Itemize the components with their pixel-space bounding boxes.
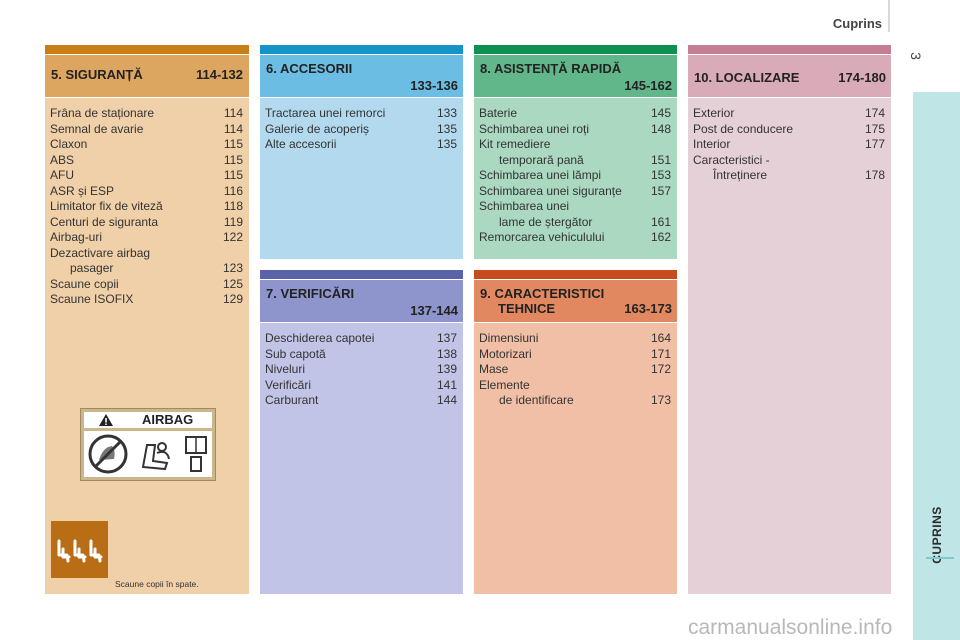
toc-item[interactable]: Exterior 174 bbox=[693, 106, 885, 120]
toc-item[interactable]: Scaune copii 125 bbox=[50, 276, 243, 291]
airbag-seat-icon bbox=[141, 442, 170, 471]
child-seats-icon bbox=[57, 539, 103, 563]
airbag-label-text: AIRBAG bbox=[142, 412, 194, 427]
section-10-localizare: 10. LOCALIZARE 174-180 Exterior 174 Post … bbox=[688, 45, 891, 594]
toc-item[interactable]: Remorcarea vehiculului 162 bbox=[479, 230, 671, 244]
toc-item[interactable]: Schimbarea unei bbox=[479, 199, 570, 213]
section-6-body: Tractarea unei remorci 133 Galerie de aco… bbox=[260, 98, 463, 259]
section-8-header[interactable]: 8. ASISTENȚĂ RAPIDĂ 145-162 bbox=[474, 55, 677, 97]
toc-item[interactable]: Întreținere 178 bbox=[713, 168, 885, 182]
section-5-body: Frâna de staționare 114 Semnal de avarie 1… bbox=[45, 98, 249, 594]
section-5-strip bbox=[45, 45, 249, 54]
section-9-body: Dimensiuni 164 Motorizari 171 Mase 172 Elem… bbox=[474, 323, 677, 594]
toc-item[interactable]: ABS 115 bbox=[50, 152, 243, 167]
section-7-list: Deschiderea capotei 137 Sub capotă 138 Niv… bbox=[265, 331, 457, 409]
side-tab-label: CUPRINS bbox=[929, 506, 944, 564]
section-6-accesorii: 6. ACCESORII 133-136 Tractarea unei remo… bbox=[260, 45, 463, 259]
section-9-strip bbox=[474, 270, 677, 279]
page-number: 3 bbox=[907, 52, 924, 60]
toc-item[interactable]: Frâna de staționare 114 bbox=[50, 106, 243, 120]
section-8-body: Baterie 145 Schimbarea unei roți 148 Kit r… bbox=[474, 98, 677, 259]
child-seats-caption: Scaune copii în spate. bbox=[115, 579, 199, 589]
toc-item[interactable]: Centuri de siguranta 119 bbox=[50, 214, 243, 229]
toc-item[interactable]: Dezactivare airbag bbox=[50, 245, 151, 260]
toc-item[interactable]: Interior 177 bbox=[693, 137, 885, 151]
section-8-title: 8. ASISTENȚĂ RAPIDĂ bbox=[480, 61, 622, 76]
section-9-caracteristici-tehnice: 9. CARACTERISTICI TEHNICE 163-173 Dimens… bbox=[474, 270, 677, 594]
section-5-siguranta: 5. SIGURANȚĂ 114-132 Frâna de staționare… bbox=[45, 45, 249, 594]
section-7-body: Deschiderea capotei 137 Sub capotă 138 Niv… bbox=[260, 323, 463, 594]
section-7-header[interactable]: 7. VERIFICĂRI 137-144 bbox=[260, 280, 463, 322]
toc-item[interactable]: de identificare 173 bbox=[499, 393, 671, 407]
section-7-strip bbox=[260, 270, 463, 279]
section-10-header[interactable]: 10. LOCALIZARE 174-180 bbox=[688, 55, 891, 97]
section-6-header[interactable]: 6. ACCESORII 133-136 bbox=[260, 55, 463, 97]
toc-item[interactable]: Alte accesorii 135 bbox=[265, 137, 457, 151]
section-8-range: 145-162 bbox=[624, 78, 672, 93]
toc-item[interactable]: pasager 123 bbox=[70, 261, 243, 275]
toc-item[interactable]: Schimbarea unei roți 148 bbox=[479, 121, 671, 136]
section-7-verificari: 7. VERIFICĂRI 137-144 Deschiderea capote… bbox=[260, 270, 463, 594]
warning-triangle-icon bbox=[99, 414, 113, 426]
toc-item[interactable]: Semnal de avarie 114 bbox=[50, 121, 243, 136]
toc-item[interactable]: Tractarea unei remorci 133 bbox=[265, 106, 457, 120]
section-6-title: 6. ACCESORII bbox=[266, 61, 353, 76]
toc-item[interactable]: Verificări 141 bbox=[265, 377, 457, 392]
side-tab[interactable]: CUPRINS bbox=[913, 92, 960, 640]
section-9-title-line2: TEHNICE bbox=[498, 301, 556, 316]
child-seats-icon-box bbox=[51, 521, 108, 578]
section-9-list: Dimensiuni 164 Motorizari 171 Mase 172 Elem… bbox=[479, 331, 671, 409]
toc-item[interactable]: Niveluri 139 bbox=[265, 362, 457, 376]
section-10-range: 174-180 bbox=[838, 70, 886, 85]
section-8-strip bbox=[474, 45, 677, 54]
toc-item[interactable]: Schimbarea unei siguranțe 157 bbox=[479, 183, 671, 198]
section-9-range: 163-173 bbox=[624, 301, 672, 316]
section-5-list: Frâna de staționare 114 Semnal de avarie 1… bbox=[50, 106, 243, 308]
toc-item[interactable]: Sub capotă 138 bbox=[265, 346, 457, 361]
section-7-range: 137-144 bbox=[410, 303, 458, 318]
side-tab-divider bbox=[926, 557, 954, 559]
header-divider bbox=[888, 0, 890, 32]
toc-item[interactable]: lame de ștergător 161 bbox=[499, 214, 671, 229]
watermark: carmanualsonline.info bbox=[688, 616, 893, 639]
page-header-title: Cuprins bbox=[832, 16, 882, 31]
toc-item[interactable]: Carburant 144 bbox=[265, 393, 457, 407]
toc-item[interactable]: Claxon 115 bbox=[50, 137, 243, 151]
toc-item[interactable]: ASR și ESP 116 bbox=[50, 183, 243, 198]
toc-item[interactable]: Elemente bbox=[479, 377, 530, 392]
toc-item[interactable]: Galerie de acoperiș 135 bbox=[265, 121, 457, 136]
toc-item[interactable]: Motorizari 171 bbox=[479, 346, 671, 361]
section-5-range: 114-132 bbox=[196, 67, 243, 82]
toc-item[interactable]: Caracteristici - bbox=[693, 152, 770, 167]
section-6-strip bbox=[260, 45, 463, 54]
section-8-asistenta-rapida: 8. ASISTENȚĂ RAPIDĂ 145-162 Baterie 145 S… bbox=[474, 45, 677, 259]
toc-item[interactable]: Post de conducere 175 bbox=[693, 121, 885, 136]
toc-item[interactable]: Deschiderea capotei 137 bbox=[265, 331, 457, 345]
toc-item[interactable]: Baterie 145 bbox=[479, 106, 671, 120]
airbag-warning-label: AIRBAG bbox=[80, 408, 216, 481]
section-5-header[interactable]: 5. SIGURANȚĂ 114-132 bbox=[45, 55, 249, 97]
toc-item[interactable]: temporară pană 151 bbox=[499, 152, 671, 167]
section-5-title: 5. SIGURANȚĂ bbox=[51, 67, 143, 82]
toc-item[interactable]: Kit remediere bbox=[479, 137, 551, 151]
toc-item[interactable]: Mase 172 bbox=[479, 362, 671, 376]
toc-item[interactable]: Limitator fix de viteză 118 bbox=[50, 199, 243, 213]
section-7-title: 7. VERIFICĂRI bbox=[266, 286, 355, 301]
section-8-list: Baterie 145 Schimbarea unei roți 148 Kit r… bbox=[479, 106, 671, 246]
toc-item[interactable]: Dimensiuni 164 bbox=[479, 331, 671, 345]
section-6-list: Tractarea unei remorci 133 Galerie de aco… bbox=[265, 106, 457, 153]
no-rear-facing-seat-icon bbox=[88, 434, 128, 474]
section-6-range: 133-136 bbox=[410, 78, 458, 93]
section-10-body: Exterior 174 Post de conducere 175 Interio… bbox=[688, 98, 891, 594]
section-10-list: Exterior 174 Post de conducere 175 Interio… bbox=[693, 106, 885, 184]
section-9-header[interactable]: 9. CARACTERISTICI TEHNICE 163-173 bbox=[474, 280, 677, 322]
toc-item[interactable]: Scaune ISOFIX 129 bbox=[50, 292, 243, 306]
section-10-strip bbox=[688, 45, 891, 54]
toc-item[interactable]: Schimbarea unei lămpi 153 bbox=[479, 168, 671, 182]
toc-item[interactable]: AFU 115 bbox=[50, 168, 243, 182]
section-9-title: 9. CARACTERISTICI bbox=[480, 286, 605, 301]
toc-item[interactable]: Airbag-uri 122 bbox=[50, 230, 243, 244]
manual-book-icon bbox=[185, 436, 207, 472]
section-10-title: 10. LOCALIZARE bbox=[694, 70, 800, 85]
